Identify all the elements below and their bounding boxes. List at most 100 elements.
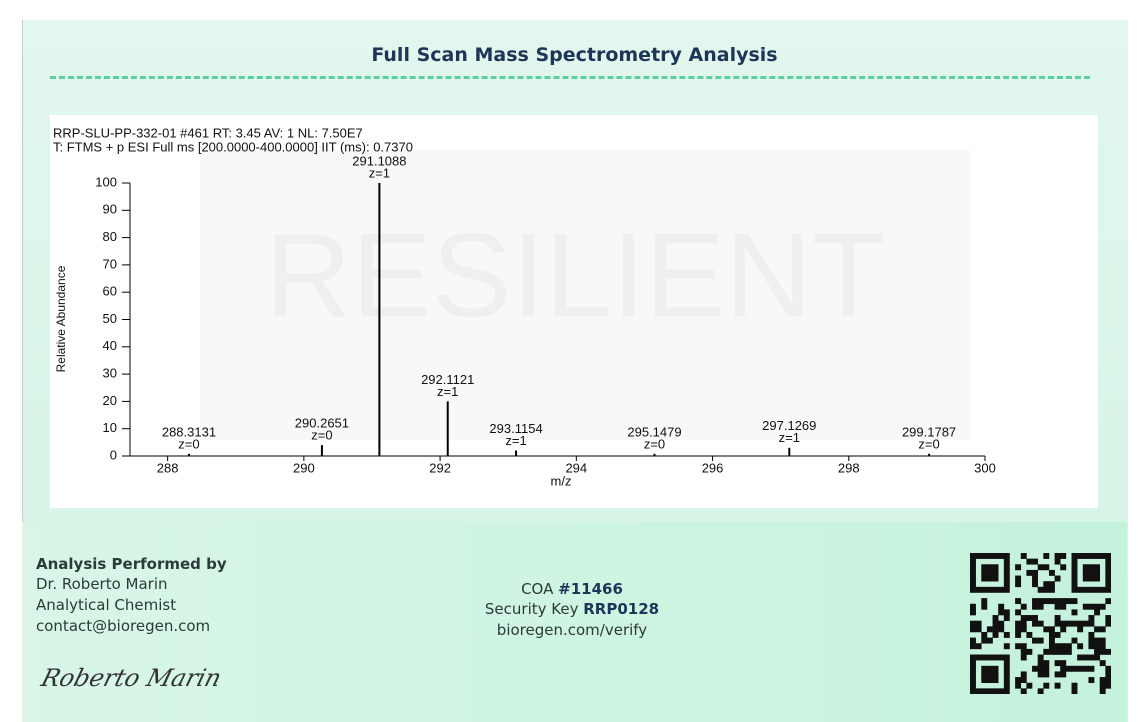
qr-module — [1105, 620, 1111, 627]
qr-module — [981, 654, 988, 661]
qr-module — [1003, 558, 1010, 565]
qr-module — [1071, 598, 1078, 605]
qr-module — [1105, 586, 1111, 593]
qr-module — [998, 626, 1005, 633]
qr-module — [1099, 637, 1106, 644]
qr-module — [1060, 671, 1067, 678]
qr-module — [1071, 558, 1078, 565]
qr-module — [1020, 688, 1027, 694]
qr-module — [1082, 569, 1089, 576]
qr-module — [1099, 626, 1106, 633]
qr-module — [970, 677, 976, 684]
qr-module — [970, 671, 976, 678]
qr-module — [1071, 620, 1078, 627]
header-line: RRP-SLU-PP-332-01 #461 RT: 3.45 AV: 1 NL… — [53, 125, 363, 140]
qr-module — [1099, 648, 1106, 655]
qr-module — [1003, 677, 1010, 684]
qr-module — [998, 603, 1005, 610]
y-tick-label: 50 — [103, 311, 117, 326]
qr-module — [1037, 603, 1044, 610]
qr-module — [1003, 615, 1010, 621]
qr-module — [981, 671, 988, 678]
qr-module — [1020, 603, 1027, 610]
qr-module — [986, 688, 993, 694]
footer — [22, 522, 1127, 722]
qr-module — [986, 569, 993, 576]
charge-label: z=0 — [644, 436, 665, 451]
qr-module — [1065, 620, 1072, 627]
qr-module — [970, 609, 976, 616]
qr-module — [1048, 631, 1055, 638]
qr-module — [986, 637, 993, 644]
qr-module — [970, 558, 976, 565]
qr-module — [1105, 677, 1111, 684]
qr-module — [1054, 620, 1061, 627]
qr-module — [1015, 598, 1022, 605]
qr-module — [1043, 682, 1050, 689]
analyst-email: contact@bioregen.com — [36, 617, 211, 635]
qr-module — [975, 654, 982, 661]
qr-module — [1037, 665, 1044, 672]
qr-module — [1088, 620, 1095, 627]
qr-module — [1032, 620, 1038, 627]
qr-module — [981, 564, 988, 571]
qr-module — [970, 581, 976, 588]
qr-module — [1032, 665, 1038, 672]
qr-module — [1032, 581, 1038, 588]
qr-module — [992, 677, 999, 684]
qr-module — [1015, 564, 1022, 571]
qr-module — [1105, 569, 1111, 576]
qr-module — [970, 682, 976, 689]
qr-module — [970, 603, 976, 610]
qr-module — [986, 626, 993, 633]
qr-module — [1037, 637, 1044, 644]
qr-module — [1032, 615, 1038, 621]
qr-module — [1094, 626, 1101, 633]
qr-module — [1003, 665, 1010, 672]
qr-module — [1094, 648, 1101, 655]
qr-module — [1060, 620, 1067, 627]
qr-module — [1088, 564, 1095, 571]
qr-module — [970, 637, 976, 644]
qr-module — [981, 569, 988, 576]
qr-module — [1043, 648, 1050, 655]
qr-module — [1060, 648, 1067, 655]
qr-module — [1054, 575, 1061, 582]
qr-module — [1043, 598, 1050, 605]
qr-module — [981, 586, 988, 593]
qr-module — [992, 671, 999, 678]
qr-module — [1043, 660, 1050, 667]
qr-code — [970, 553, 1111, 694]
qr-module — [1003, 586, 1010, 593]
qr-module — [992, 620, 999, 627]
qr-module — [1082, 654, 1089, 661]
qr-module — [1037, 654, 1044, 661]
qr-module — [1003, 581, 1010, 588]
qr-module — [1003, 564, 1010, 571]
qr-module — [1060, 553, 1067, 559]
charge-label: z=1 — [779, 430, 800, 445]
qr-module — [1003, 643, 1010, 650]
qr-module — [1048, 586, 1055, 593]
qr-module — [1020, 648, 1027, 655]
qr-module — [1077, 626, 1084, 633]
qr-module — [1032, 569, 1038, 576]
analyst-role: Analytical Chemist — [36, 596, 177, 614]
y-axis-label: Relative Abundance — [54, 265, 68, 372]
peak-label: 288.3131 — [162, 424, 216, 439]
qr-module — [1026, 682, 1033, 689]
peak-label: 292.1121 — [421, 372, 474, 387]
qr-module — [1003, 654, 1010, 661]
charge-label: z=0 — [178, 436, 199, 451]
peak-label: 297.1269 — [762, 418, 816, 433]
header-line: T: FTMS + p ESI Full ms [200.0000-400.00… — [53, 139, 413, 154]
qr-module — [1094, 586, 1101, 593]
verify-url: bioregen.com/verify — [496, 621, 648, 639]
qr-module — [1037, 564, 1044, 571]
qr-module — [986, 575, 993, 582]
qr-module — [998, 553, 1005, 559]
qr-module — [1026, 569, 1033, 576]
qr-module — [981, 631, 988, 638]
qr-module — [1077, 654, 1084, 661]
qr-module — [1088, 631, 1095, 638]
